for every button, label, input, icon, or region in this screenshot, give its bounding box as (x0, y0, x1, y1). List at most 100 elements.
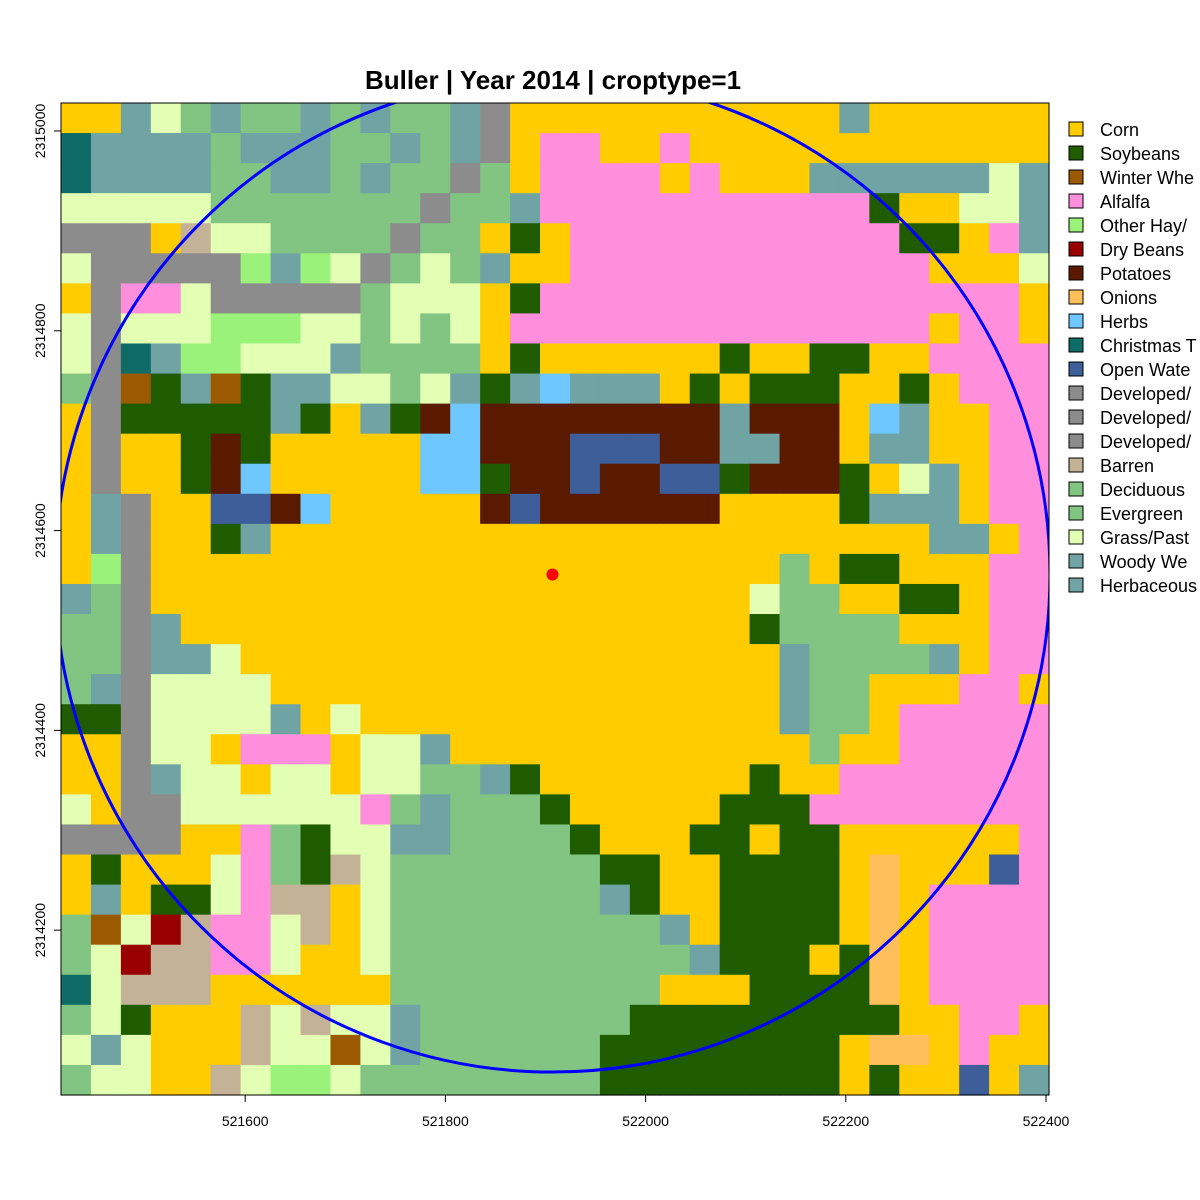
raster-cell (929, 944, 960, 976)
raster-cell (90, 193, 122, 224)
raster-cell (300, 974, 332, 1006)
raster-cell (749, 644, 781, 675)
raster-cell (180, 674, 212, 705)
raster-cell (959, 1064, 990, 1096)
raster-cell (659, 553, 691, 585)
raster-cell (599, 223, 631, 254)
raster-cell (360, 914, 391, 946)
raster-cell (689, 974, 721, 1006)
raster-cell (659, 103, 691, 134)
raster-cell (150, 944, 182, 976)
raster-cell (420, 403, 451, 435)
raster-cell (300, 283, 332, 315)
raster-cell (869, 944, 900, 976)
raster-cell (689, 463, 721, 495)
raster-cell (90, 794, 122, 826)
raster-cell (61, 583, 92, 615)
raster-cell (659, 313, 691, 345)
raster-cell (839, 974, 870, 1006)
raster-cell (450, 343, 481, 375)
raster-cell (150, 1064, 182, 1096)
raster-cell (839, 794, 870, 826)
raster-cell (689, 614, 721, 645)
raster-cell (540, 223, 571, 254)
raster-cell (719, 223, 751, 254)
raster-cell (719, 674, 751, 705)
raster-cell (120, 163, 152, 194)
raster-cell (629, 163, 661, 194)
raster-cell (210, 644, 242, 675)
raster-cell (749, 433, 781, 465)
raster-cell (420, 884, 451, 916)
raster-cell (959, 433, 990, 465)
raster-cell (330, 253, 361, 284)
raster-cell (569, 614, 601, 645)
raster-cell (61, 193, 92, 224)
raster-cell (510, 884, 541, 916)
raster-cell (300, 644, 332, 675)
raster-cell (240, 944, 272, 976)
raster-cell (270, 824, 302, 856)
raster-cell (450, 403, 481, 435)
raster-cell (150, 914, 182, 946)
raster-cell (120, 704, 152, 735)
raster-cell (90, 1004, 122, 1036)
raster-cell (180, 824, 212, 856)
raster-cell (899, 1064, 930, 1096)
raster-cell (540, 704, 571, 735)
raster-cell (360, 674, 391, 705)
raster-cell (360, 463, 391, 495)
raster-cell (120, 884, 152, 916)
raster-cell (480, 253, 511, 284)
raster-cell (120, 193, 152, 224)
raster-cell (300, 583, 332, 615)
raster-cell (659, 343, 691, 375)
raster-cell (120, 553, 152, 585)
raster-cell (450, 283, 481, 315)
raster-cell (300, 734, 332, 765)
raster-cell (839, 1034, 870, 1066)
raster-cell (989, 463, 1020, 495)
raster-cell (390, 343, 421, 375)
raster-cell (420, 614, 451, 645)
legend-swatch (1068, 433, 1084, 449)
raster-cell (689, 433, 721, 465)
raster-cell (90, 163, 122, 194)
raster-cell (480, 764, 511, 795)
raster-cell (809, 463, 841, 495)
raster-cell (749, 674, 781, 705)
raster-cell (779, 343, 811, 375)
raster-cell (330, 283, 361, 315)
raster-cell (180, 614, 212, 645)
raster-cell (480, 193, 511, 224)
raster-cell (180, 1004, 212, 1036)
raster-cell (839, 493, 870, 525)
raster-cell (210, 373, 242, 405)
raster-cell (719, 854, 751, 886)
raster-cell (659, 523, 691, 555)
raster-cell (959, 523, 990, 555)
raster-cell (120, 734, 152, 765)
raster-cell (749, 523, 781, 555)
raster-cell (929, 133, 960, 164)
raster-cell (599, 343, 631, 375)
raster-cell (300, 674, 332, 705)
raster-cell (899, 734, 930, 765)
raster-cell (629, 884, 661, 916)
raster-cell (480, 583, 511, 615)
raster-cell (959, 764, 990, 795)
raster-cell (959, 1034, 990, 1066)
raster-cell (240, 734, 272, 765)
raster-cell (300, 403, 332, 435)
raster-cell (540, 974, 571, 1006)
raster-cell (390, 764, 421, 795)
raster-cell (899, 433, 930, 465)
raster-cell (569, 373, 601, 405)
raster-cell (569, 1034, 601, 1066)
raster-cell (150, 343, 182, 375)
raster-cell (839, 914, 870, 946)
legend-label: Deciduous (1100, 480, 1185, 500)
raster-cell (1019, 734, 1050, 765)
raster-cell (90, 1034, 122, 1066)
raster-cell (240, 463, 272, 495)
